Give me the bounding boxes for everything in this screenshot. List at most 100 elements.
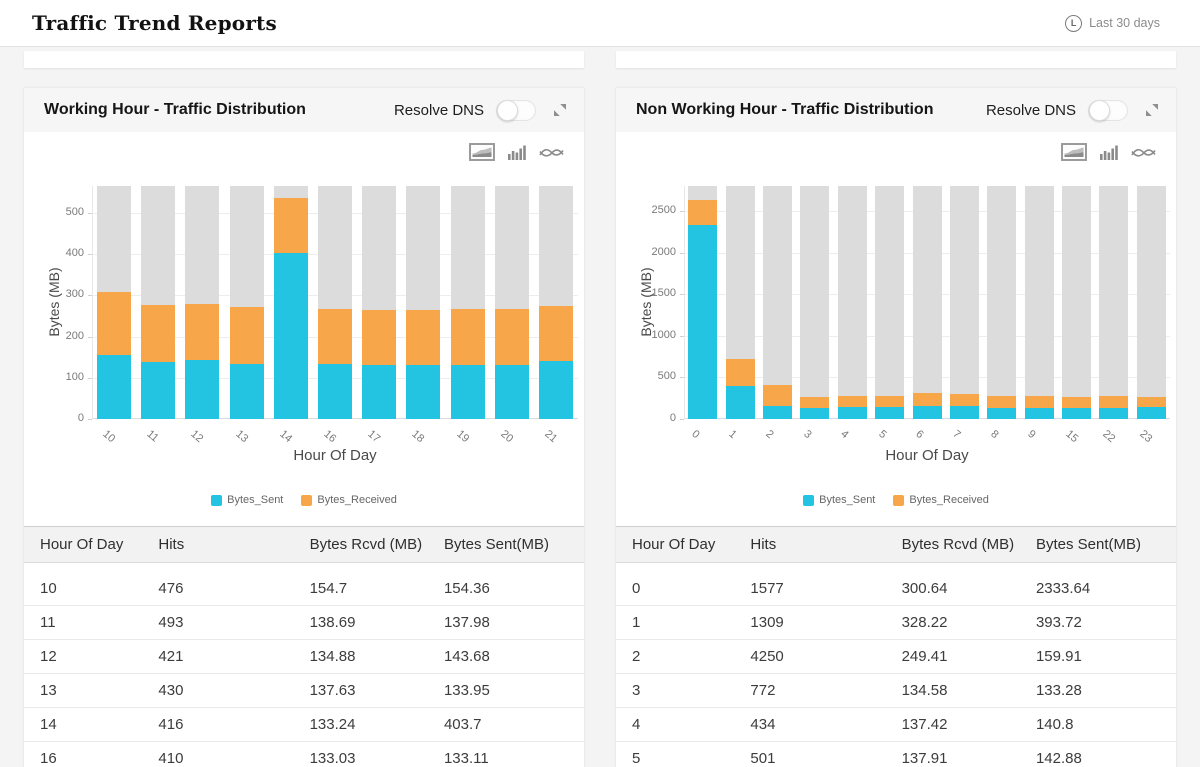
area-chart-icon[interactable] — [1061, 143, 1087, 161]
bar-segment-Bytes_Received[interactable] — [949, 394, 979, 407]
bar-segment-Bytes_Received[interactable] — [1136, 396, 1166, 408]
y-tick-mark — [88, 336, 92, 338]
bar-segment-Bytes_Received[interactable] — [837, 395, 867, 408]
bar-segment-Bytes_Received[interactable] — [450, 308, 485, 365]
y-tick-mark — [680, 377, 684, 379]
bar-segment-Bytes_Received[interactable] — [141, 304, 176, 363]
bar-segment-Bytes_Received[interactable] — [1024, 396, 1054, 408]
panel-header: Working Hour - Traffic Distribution Reso… — [24, 88, 584, 132]
bar-segment-Bytes_Received[interactable] — [688, 199, 718, 225]
bar-segment-Bytes_Sent[interactable] — [1062, 408, 1092, 419]
expand-diagonal-icon[interactable] — [1146, 104, 1158, 116]
table-cell: 138.69 — [309, 605, 444, 640]
expand-diagonal-icon[interactable] — [554, 104, 566, 116]
bar-segment-Bytes_Sent[interactable] — [229, 363, 264, 419]
table-cell: 16 — [24, 741, 159, 767]
spline-chart-icon[interactable] — [539, 146, 564, 159]
table-cell: 137.42 — [901, 707, 1036, 742]
bar-segment-Bytes_Sent[interactable] — [494, 364, 529, 419]
legend-item-Bytes_Received[interactable]: Bytes_Received — [301, 494, 397, 506]
bar-track — [949, 186, 979, 419]
x-tick-label: 3 — [801, 428, 814, 442]
bar-segment-Bytes_Sent[interactable] — [406, 365, 441, 419]
y-tick-label: 1500 — [651, 287, 676, 300]
bar-segment-Bytes_Sent[interactable] — [362, 364, 397, 419]
bar-segment-Bytes_Received[interactable] — [1099, 396, 1129, 408]
legend-item-Bytes_Received[interactable]: Bytes_Received — [893, 494, 989, 506]
bar-segment-Bytes_Sent[interactable] — [450, 364, 485, 419]
bar-segment-Bytes_Sent[interactable] — [837, 407, 867, 419]
resolve-dns-label: Resolve DNS — [393, 101, 484, 119]
column-header: Bytes Rcvd (MB) — [901, 526, 1036, 563]
legend-label: Bytes_Sent — [227, 494, 284, 506]
time-range-selector[interactable]: L Last 30 days — [1065, 14, 1160, 32]
bar-segment-Bytes_Sent[interactable] — [762, 405, 792, 419]
bar-chart-icon[interactable] — [508, 145, 526, 160]
stacked-bar-chart: Bytes (MB) 0 500 1000 1500 2000 2500 0 1 2 3 4 5 6 7 8 9… — [616, 164, 1176, 464]
bar-segment-Bytes_Sent[interactable] — [875, 407, 905, 419]
bar-segment-Bytes_Received[interactable] — [725, 358, 755, 387]
y-axis-title: Bytes (MB) — [638, 267, 654, 337]
bar-segment-Bytes_Received[interactable] — [406, 309, 441, 366]
bar-segment-Bytes_Received[interactable] — [1062, 396, 1092, 409]
table-header-row: Hour Of Day Hits Bytes Rcvd (MB) Bytes Sent… — [24, 526, 584, 563]
x-axis-title: Hour Of Day — [293, 447, 377, 464]
bar-segment-Bytes_Sent[interactable] — [800, 407, 830, 419]
bar-segment-Bytes_Sent[interactable] — [987, 407, 1017, 419]
bar-segment-Bytes_Received[interactable] — [362, 309, 397, 365]
bar-segment-Bytes_Received[interactable] — [97, 291, 132, 356]
bar-segment-Bytes_Received[interactable] — [538, 305, 573, 362]
bar-track — [1024, 186, 1054, 419]
x-tick-label: 19 — [453, 428, 471, 446]
table-cell: 328.22 — [901, 605, 1036, 640]
bar-segment-Bytes_Sent[interactable] — [97, 355, 132, 419]
legend-label: Bytes_Received — [909, 494, 989, 506]
area-chart-icon[interactable] — [469, 143, 495, 161]
table-cell: 133.28 — [1035, 673, 1176, 708]
table-row: 5 501 137.91 142.88 — [616, 741, 1176, 767]
bar-track — [1062, 186, 1092, 419]
bar-segment-Bytes_Sent[interactable] — [185, 359, 220, 419]
resolve-dns-toggle[interactable] — [1088, 99, 1128, 121]
panel-header: Non Working Hour - Traffic Distribution … — [616, 88, 1176, 132]
bar-segment-Bytes_Sent[interactable] — [912, 405, 942, 419]
bar-track — [1099, 186, 1129, 419]
panel-header-controls: Resolve DNS — [393, 99, 566, 121]
stacked-bar-chart: Bytes (MB) 0 100 200 300 400 500 10 11 12 13 14 16 17… — [24, 164, 584, 464]
resolve-dns-toggle[interactable] — [496, 99, 536, 121]
x-tick-label: 2 — [763, 428, 777, 442]
bar-segment-Bytes_Received[interactable] — [800, 396, 830, 408]
panel-title: Working Hour - Traffic Distribution — [44, 101, 306, 118]
bar-segment-Bytes_Received[interactable] — [318, 309, 352, 365]
bar-segment-Bytes_Received[interactable] — [987, 396, 1017, 408]
bar-segment-Bytes_Sent[interactable] — [318, 364, 352, 419]
legend-item-Bytes_Sent[interactable]: Bytes_Sent — [803, 494, 875, 506]
bar-segment-Bytes_Received[interactable] — [494, 308, 529, 365]
bar-segment-Bytes_Sent[interactable] — [949, 406, 979, 419]
bar-segment-Bytes_Received[interactable] — [912, 393, 942, 406]
bar-segment-Bytes_Received[interactable] — [273, 197, 308, 253]
bar-segment-Bytes_Received[interactable] — [762, 384, 792, 406]
bar-segment-Bytes_Sent[interactable] — [688, 224, 718, 419]
y-tick-mark — [680, 252, 684, 254]
bar-track — [987, 186, 1017, 419]
bar-segment-Bytes_Sent[interactable] — [1024, 407, 1054, 419]
spline-chart-icon[interactable] — [1131, 146, 1156, 159]
bar-segment-Bytes_Received[interactable] — [185, 304, 220, 360]
panel-working-hour: Working Hour - Traffic Distribution Reso… — [24, 88, 584, 767]
x-tick-label: 9 — [1025, 428, 1038, 442]
legend-item-Bytes_Sent[interactable]: Bytes_Sent — [211, 494, 283, 506]
bar-segment-Bytes_Sent[interactable] — [1136, 407, 1166, 419]
bar-segment-Bytes_Received[interactable] — [875, 395, 905, 408]
page-header: Traffic Trend Reports L Last 30 days — [0, 0, 1200, 47]
chart-type-switcher — [616, 142, 1176, 162]
bar-segment-Bytes_Sent[interactable] — [725, 386, 755, 419]
bar-segment-Bytes_Sent[interactable] — [538, 361, 573, 419]
bar-segment-Bytes_Sent[interactable] — [273, 252, 308, 419]
bar-segment-Bytes_Sent[interactable] — [1099, 407, 1129, 419]
bar-segment-Bytes_Received[interactable] — [229, 307, 264, 364]
bar-segment-Bytes_Sent[interactable] — [141, 362, 176, 419]
bar-track — [837, 186, 867, 419]
bar-chart-icon[interactable] — [1100, 145, 1118, 160]
table-cell: 12 — [24, 639, 159, 674]
